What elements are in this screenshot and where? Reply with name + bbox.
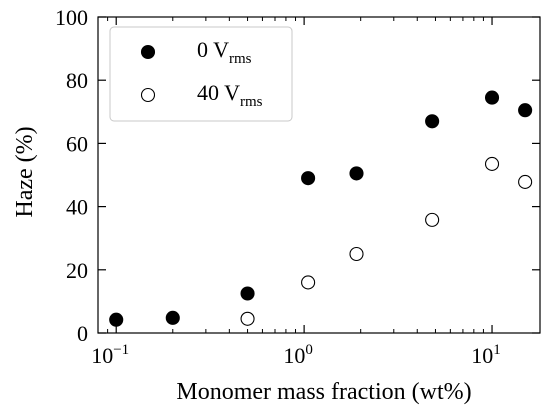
legend-label: 40 Vrms	[197, 80, 263, 110]
ticks: 0 20 40 60 80 100 10−1 100 101	[55, 5, 540, 368]
x-axis-title: Monomer mass fraction (wt%)	[176, 379, 471, 405]
point-series-40v	[301, 275, 316, 290]
y-tick-label: 100	[55, 5, 88, 30]
data-points	[109, 90, 533, 327]
point-series-0v	[484, 90, 500, 105]
y-tick-label: 0	[77, 321, 88, 346]
point-series-40v	[518, 174, 533, 190]
y-tick-label: 40	[66, 195, 88, 220]
point-series-0v	[349, 166, 364, 181]
x-tick-label: 101	[471, 342, 501, 368]
point-series-0v	[301, 171, 316, 186]
y-tick-label: 20	[66, 258, 88, 283]
axes	[97, 16, 541, 334]
legend-box	[109, 26, 293, 122]
point-series-40v	[425, 212, 440, 227]
y-axis-title: Haze (%)	[12, 126, 38, 217]
point-series-0v	[109, 312, 124, 327]
point-series-0v	[518, 103, 533, 118]
legend: 0 Vrms 40 Vrms	[109, 26, 293, 122]
legend-marker	[140, 87, 156, 103]
point-series-0v	[425, 114, 440, 129]
point-series-0v	[240, 286, 255, 301]
point-series-40v	[349, 246, 364, 262]
point-series-40v	[484, 156, 500, 171]
legend-marker	[140, 44, 156, 60]
legend-label: 0 Vrms	[197, 37, 252, 67]
x-tick-label: 100	[283, 342, 313, 368]
plot-frame	[97, 16, 541, 334]
x-tick-label: 10−1	[91, 342, 129, 368]
point-series-0v	[165, 310, 180, 325]
y-tick-label: 60	[66, 131, 88, 156]
point-series-40v	[240, 311, 255, 326]
y-tick-label: 80	[66, 68, 88, 93]
